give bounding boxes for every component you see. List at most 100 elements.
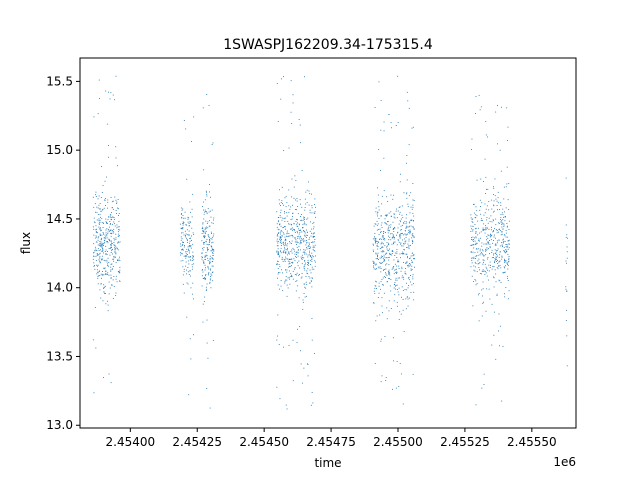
data-point — [283, 232, 284, 234]
data-point — [498, 330, 499, 332]
data-point — [292, 230, 294, 231]
data-point — [482, 250, 484, 252]
data-point — [472, 229, 474, 231]
data-point — [190, 275, 191, 277]
data-point — [493, 266, 495, 268]
data-point — [212, 252, 213, 254]
data-point — [103, 222, 104, 224]
data-point — [508, 183, 510, 184]
data-point — [389, 278, 390, 280]
data-point — [399, 234, 400, 236]
data-point — [280, 247, 282, 249]
data-point — [485, 208, 487, 210]
data-point — [277, 335, 278, 337]
data-point — [401, 277, 403, 279]
data-point — [277, 253, 279, 255]
data-point — [112, 208, 114, 210]
data-point — [112, 266, 114, 267]
data-point — [191, 227, 193, 229]
data-point — [295, 256, 296, 258]
data-point — [112, 216, 114, 218]
data-point — [400, 221, 401, 223]
data-point — [185, 224, 187, 226]
x-tick-label: 2.45400 — [106, 435, 156, 449]
data-point — [104, 292, 105, 294]
data-point — [98, 254, 99, 256]
data-point — [508, 229, 510, 230]
data-point — [115, 210, 117, 211]
data-point — [398, 287, 400, 289]
data-point — [401, 268, 403, 270]
data-point — [493, 230, 494, 232]
data-point — [486, 228, 488, 229]
data-point — [376, 288, 377, 289]
data-point — [406, 261, 408, 263]
data-point — [411, 265, 413, 267]
data-point — [287, 258, 288, 260]
data-point — [475, 236, 477, 238]
data-point — [475, 256, 477, 257]
data-point — [290, 223, 292, 225]
data-point — [394, 217, 396, 219]
data-point — [115, 157, 117, 159]
data-point — [206, 195, 208, 197]
data-point — [212, 236, 214, 238]
data-point — [307, 363, 308, 365]
data-point — [505, 265, 506, 267]
data-point — [413, 200, 415, 201]
data-point — [281, 200, 283, 202]
data-point — [471, 138, 473, 140]
data-point — [499, 345, 500, 347]
data-point — [307, 234, 308, 236]
data-point — [310, 280, 312, 282]
data-point — [280, 240, 282, 242]
data-point — [182, 224, 184, 226]
data-point — [408, 246, 410, 248]
data-point — [95, 235, 97, 237]
data-point — [489, 243, 491, 245]
data-point — [407, 257, 408, 259]
data-point — [279, 215, 281, 216]
data-point — [470, 245, 472, 246]
data-point — [402, 290, 404, 291]
data-point — [286, 295, 288, 297]
data-point — [299, 274, 300, 275]
data-point — [408, 279, 410, 281]
data-point — [280, 285, 282, 287]
data-point — [481, 289, 483, 291]
data-point — [99, 208, 101, 210]
data-point — [481, 242, 483, 244]
data-point — [376, 220, 378, 222]
data-point — [378, 259, 379, 260]
data-point — [490, 234, 491, 236]
data-point — [381, 241, 383, 243]
data-point — [292, 212, 294, 214]
data-point — [192, 293, 193, 295]
data-point — [388, 114, 390, 115]
data-point — [481, 387, 483, 389]
data-point — [311, 212, 313, 214]
data-point — [397, 277, 399, 279]
data-point — [401, 373, 402, 375]
data-point — [206, 288, 208, 290]
data-point — [280, 280, 282, 281]
data-point — [496, 230, 498, 231]
data-point — [405, 237, 407, 238]
data-point — [192, 251, 194, 253]
data-point — [280, 236, 282, 238]
data-point — [410, 281, 411, 283]
data-point — [413, 237, 415, 238]
data-point — [183, 255, 185, 257]
data-point — [190, 245, 192, 247]
data-point — [301, 263, 303, 265]
data-point — [377, 223, 379, 225]
data-point — [114, 244, 116, 246]
data-point — [402, 224, 403, 226]
x-tick-label: 2.45550 — [507, 435, 557, 449]
data-point — [504, 260, 506, 262]
data-point — [205, 211, 207, 212]
data-point — [181, 232, 182, 234]
data-point — [375, 281, 377, 283]
data-point — [106, 222, 108, 223]
